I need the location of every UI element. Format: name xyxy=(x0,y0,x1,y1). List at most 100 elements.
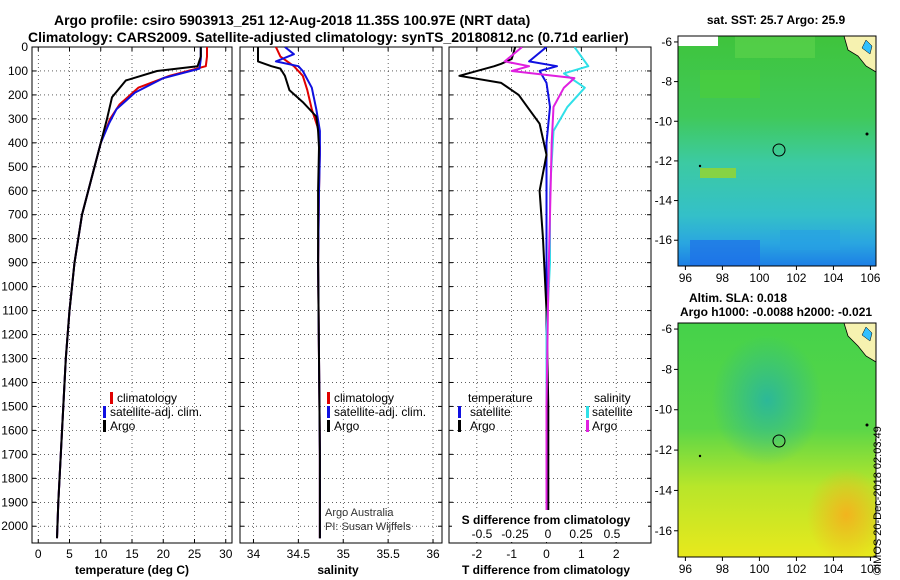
depth-tick-label: 600 xyxy=(8,184,28,198)
map-lat-label: -8 xyxy=(661,362,672,376)
legend-temp-satellite-swatch xyxy=(458,406,461,418)
x-tick-label: 36 xyxy=(426,547,440,561)
depth-tick-label: 1700 xyxy=(1,447,28,461)
legend-temp-satellite-label: satellite xyxy=(470,405,511,419)
series-line xyxy=(458,47,550,539)
depth-tick-label: 2000 xyxy=(1,519,28,533)
sla-high-anomaly xyxy=(678,323,876,557)
sla-coastline xyxy=(843,322,877,363)
sst-map-title: sat. SST: 25.7 Argo: 25.9 xyxy=(707,13,846,27)
map-lat-label: -6 xyxy=(661,35,672,49)
s-tick-label: 0.5 xyxy=(604,527,621,541)
legend-salinity-heading: salinity xyxy=(594,391,631,405)
map-lat-label: -10 xyxy=(655,403,673,417)
legend-temp-argo-swatch xyxy=(458,420,461,432)
map-lon-label: 98 xyxy=(716,271,730,285)
s-tick-label: 0.25 xyxy=(569,527,593,541)
map-lon-label: 96 xyxy=(679,562,693,576)
legend-argo-swatch xyxy=(103,420,106,432)
s-tick-label: 0 xyxy=(545,527,552,541)
x-tick-label: 20 xyxy=(157,547,171,561)
series-line xyxy=(503,47,576,539)
legend-climatology-label: climatology xyxy=(117,391,177,405)
depth-tick-label: 1500 xyxy=(1,399,28,413)
sla-island-dot xyxy=(698,454,702,458)
series-line xyxy=(257,47,321,539)
salinity-plot-frame xyxy=(239,46,443,544)
x-tick-label: 5 xyxy=(66,547,73,561)
map-lat-label: -16 xyxy=(655,524,673,538)
sla-argo-location-marker xyxy=(772,434,786,448)
temperature-legend: climatology satellite-adj. clim. Argo xyxy=(103,391,202,433)
series-line xyxy=(56,47,202,539)
temperature-series xyxy=(56,47,208,539)
imos-timestamp: ©IMOS 20-Dec-2018 02:03:49 xyxy=(872,426,884,575)
difference-panel: -2 -1 0 1 2 T difference from climatology S … xyxy=(448,46,652,577)
x-tick-label: 2 xyxy=(613,547,620,561)
depth-tick-label: 700 xyxy=(8,208,28,222)
x-tick-label: 0 xyxy=(35,547,42,561)
sla-map-ticks: 96 98 100 102 104 106 -6 -8 -10 -12 -14 -16 xyxy=(655,322,881,576)
depth-tick-label: 200 xyxy=(8,88,28,102)
s-tick-label: -0.25 xyxy=(501,527,529,541)
map-lon-label: 98 xyxy=(716,562,730,576)
x-tick-label: 35 xyxy=(337,547,351,561)
map-lat-label: -14 xyxy=(655,194,673,208)
x-tick-label: 0 xyxy=(543,547,550,561)
legend-climatology-swatch xyxy=(110,392,113,404)
legend-argo-label: Argo xyxy=(110,419,136,433)
temperature-panel: 0100200300400500600700800900100011001200… xyxy=(1,40,232,577)
t-difference-tick-labels: -2 -1 0 1 2 xyxy=(472,547,620,561)
map-lon-label: 100 xyxy=(749,562,769,576)
map-lon-label: 106 xyxy=(860,271,880,285)
difference-legend: temperature satellite Argo salinity sate… xyxy=(458,391,633,433)
map-lon-label: 100 xyxy=(749,271,769,285)
salinity-tick-labels: 34 34.5 35 35.5 36 xyxy=(247,547,440,561)
s-difference-axis-background xyxy=(452,510,648,542)
sla-map-subtitle: Argo h1000: -0.0088 h2000: -0.021 xyxy=(680,305,872,319)
sst-island-dot xyxy=(865,132,869,136)
map-lat-label: -6 xyxy=(661,322,672,336)
sst-island-dot xyxy=(698,164,702,168)
salinity-axis-label: salinity xyxy=(317,563,359,577)
sst-map-ticks: 96 98 100 102 104 106 -6 -8 -10 -12 -14 -16 xyxy=(655,35,881,285)
temperature-axis-label: temperature (deg C) xyxy=(75,563,189,577)
map-lat-label: -16 xyxy=(655,233,673,247)
x-tick-label: 35.5 xyxy=(376,547,400,561)
salinity-series xyxy=(257,47,321,539)
sla-island-dot xyxy=(865,423,869,427)
x-tick-label: 34.5 xyxy=(287,547,311,561)
sla-map-title: Altim. SLA: 0.018 xyxy=(689,291,787,305)
salinity-legend: climatology satellite-adj. clim. Argo xyxy=(327,391,426,433)
map-lon-label: 104 xyxy=(823,271,843,285)
sst-coastline xyxy=(843,35,877,73)
depth-tick-label: 1300 xyxy=(1,351,28,365)
legend-sal-satellite-label: satellite xyxy=(592,405,633,419)
map-lon-label: 104 xyxy=(823,562,843,576)
argo-australia-note: Argo Australia xyxy=(325,507,394,519)
series-line xyxy=(528,47,558,539)
legend-satellite-label: satellite-adj. clim. xyxy=(334,405,426,419)
legend-temperature-heading: temperature xyxy=(468,391,533,405)
difference-series xyxy=(458,47,590,539)
depth-tick-label: 0 xyxy=(21,40,28,54)
legend-sal-argo-label: Argo xyxy=(592,419,618,433)
depth-tick-label: 100 xyxy=(8,64,28,78)
legend-temp-argo-label: Argo xyxy=(470,419,496,433)
x-tick-label: 25 xyxy=(188,547,202,561)
map-lon-label: 106 xyxy=(860,562,880,576)
map-lat-label: -14 xyxy=(655,483,673,497)
s-difference-tick-labels: -0.5 -0.25 0 0.25 0.5 xyxy=(472,527,621,541)
salinity-panel: 34 34.5 35 35.5 36 salinity climatology sate… xyxy=(239,46,443,577)
salinity-grid xyxy=(240,46,442,543)
s-tick-label: -0.5 xyxy=(472,527,493,541)
legend-satellite-swatch xyxy=(103,406,106,418)
legend-argo-label: Argo xyxy=(334,419,360,433)
sst-map-frame xyxy=(677,35,877,267)
depth-tick-label: 500 xyxy=(8,160,28,174)
legend-sal-argo-swatch xyxy=(586,420,589,432)
sst-argo-location-marker xyxy=(772,143,786,157)
difference-plot-frame xyxy=(448,46,652,544)
figure-title-line1: Argo profile: csiro 5903913_251 12-Aug-2… xyxy=(54,12,531,28)
